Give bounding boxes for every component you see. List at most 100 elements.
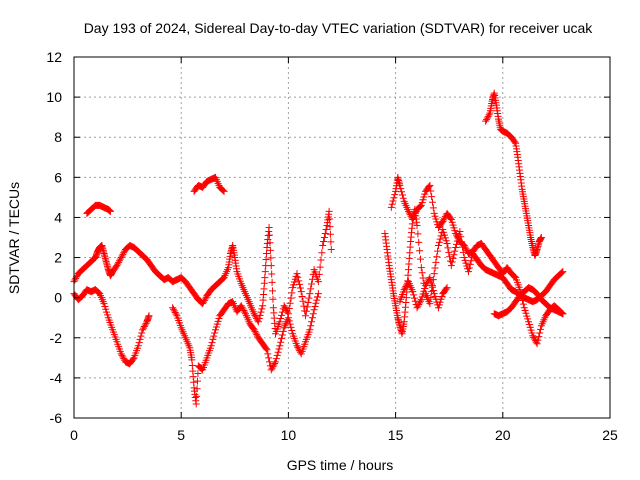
data-point — [261, 274, 269, 282]
data-point — [261, 268, 269, 276]
data-point — [453, 233, 461, 241]
data-point — [511, 273, 519, 281]
data-point — [293, 342, 301, 350]
data-point — [460, 242, 468, 250]
data-point — [255, 315, 263, 323]
data-point — [387, 203, 395, 211]
data-point — [266, 246, 274, 254]
data-point — [308, 314, 316, 322]
data-point — [449, 254, 457, 262]
data-point — [278, 311, 286, 319]
data-point — [405, 209, 413, 217]
series-track-h — [396, 274, 451, 312]
data-point — [258, 305, 266, 313]
data-point — [537, 234, 545, 241]
data-point — [171, 309, 179, 317]
plot-frame — [73, 56, 611, 419]
data-point — [140, 323, 148, 331]
data-point — [129, 355, 137, 363]
data-point — [94, 288, 102, 296]
data-point — [284, 314, 292, 322]
data-point — [276, 342, 284, 350]
data-point — [280, 302, 288, 310]
data-point — [115, 257, 123, 265]
data-point — [425, 275, 433, 283]
data-point — [262, 345, 270, 353]
data-point — [436, 235, 444, 243]
data-point — [401, 284, 409, 292]
data-point — [269, 295, 277, 303]
data-point — [312, 299, 320, 307]
y-tick-label: 0 — [54, 290, 62, 306]
data-point — [308, 318, 316, 326]
data-point — [252, 329, 260, 337]
data-point — [437, 232, 445, 240]
data-point — [269, 363, 277, 371]
data-point — [446, 214, 454, 222]
data-point — [440, 216, 448, 224]
data-point — [531, 335, 539, 343]
data-point — [141, 321, 149, 329]
data-point — [268, 270, 276, 278]
data-point — [452, 229, 460, 237]
data-point — [295, 277, 303, 285]
series-track-d — [169, 290, 322, 408]
y-tick-label: 4 — [54, 209, 62, 225]
x-tick-label: 0 — [70, 427, 78, 443]
data-point — [482, 117, 490, 125]
x-tick-label: 25 — [602, 427, 618, 443]
data-point — [326, 223, 334, 231]
data-point — [519, 300, 527, 308]
data-point — [316, 263, 324, 271]
data-point — [306, 290, 314, 298]
data-point — [400, 286, 408, 294]
data-point — [115, 258, 123, 266]
data-point — [116, 255, 124, 263]
data-point — [429, 286, 437, 294]
data-point — [139, 324, 147, 332]
data-point — [397, 185, 405, 193]
data-point — [240, 307, 248, 315]
data-point — [192, 400, 200, 408]
data-point — [241, 308, 249, 316]
data-point — [318, 249, 326, 257]
data-point — [201, 295, 209, 303]
data-point — [315, 270, 323, 278]
data-point — [193, 385, 201, 393]
data-point — [284, 308, 292, 316]
data-point — [399, 194, 407, 202]
data-point — [266, 358, 274, 366]
data-point — [268, 364, 276, 372]
data-point — [483, 114, 491, 122]
data-point — [510, 272, 518, 280]
data-point — [299, 297, 307, 305]
data-point — [263, 250, 271, 258]
data-point — [279, 327, 287, 335]
data-point — [427, 294, 435, 302]
data-point — [417, 264, 425, 272]
data-point — [278, 331, 286, 339]
y-axis-ticks: -6 -4 -2 0 2 4 6 8 10 12 — [46, 49, 610, 426]
data-point — [537, 325, 545, 333]
data-point — [416, 247, 424, 255]
data-point — [452, 231, 460, 239]
x-axis-title: GPS time / hours — [287, 457, 394, 473]
data-point — [209, 335, 217, 343]
y-tick-label: -6 — [50, 410, 63, 426]
data-point — [313, 296, 321, 304]
data-point — [409, 288, 417, 296]
data-point — [414, 302, 422, 310]
data-point — [454, 234, 462, 242]
data-point — [398, 191, 406, 199]
data-point — [465, 264, 473, 272]
data-point — [269, 287, 277, 295]
data-point — [134, 342, 142, 350]
data-point — [485, 111, 493, 119]
data-point — [117, 350, 125, 358]
data-point — [529, 332, 537, 340]
data-point — [253, 331, 261, 339]
data-point — [71, 276, 79, 284]
data-point — [285, 317, 293, 325]
series-track-c — [83, 201, 114, 217]
